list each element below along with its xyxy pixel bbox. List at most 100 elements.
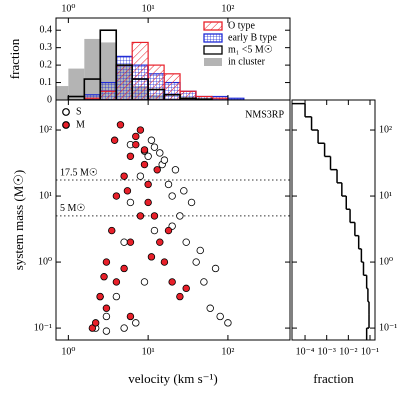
- legend-label: in cluster: [228, 56, 266, 67]
- scatter-point: [126, 238, 135, 246]
- legend-swatch: [203, 45, 223, 55]
- scatter-point: [147, 253, 156, 261]
- scatter-point: [136, 126, 145, 134]
- legend-swatch: [203, 33, 223, 43]
- scatter-point: [176, 212, 184, 220]
- scatter-point: [160, 258, 169, 266]
- scatter-point: [144, 152, 152, 161]
- scatter-point: [206, 304, 214, 312]
- scatter-point: [102, 304, 111, 312]
- x-tick-label: 10²: [221, 346, 234, 357]
- scatter-point: [153, 166, 161, 174]
- x-tick-label: 10⁰: [61, 3, 75, 14]
- scatter-point: [182, 238, 190, 246]
- histogram-bar: [115, 64, 133, 100]
- scatter-point: [168, 278, 176, 286]
- scatter-point: [120, 324, 128, 332]
- x-tick-label: 10¹: [142, 3, 155, 14]
- x-tick-label: 10⁻⁴: [296, 346, 315, 357]
- y-tick-label: 0.3: [40, 42, 53, 53]
- scatter-point: [187, 198, 196, 207]
- scatter-point: [182, 284, 190, 293]
- y-tick-label: 10¹: [39, 190, 52, 201]
- scatter-point: [123, 187, 132, 195]
- histogram-bar: [68, 68, 85, 100]
- x-tick-label: 10⁰: [61, 346, 75, 357]
- scatter-point: [140, 278, 149, 286]
- scatter-point: [110, 136, 119, 144]
- scatter-point: [136, 172, 145, 180]
- scatter-point: [211, 264, 220, 273]
- legend-marker: [62, 121, 70, 129]
- y-tick-label: 0.2: [40, 59, 53, 70]
- scatter-point: [120, 238, 128, 246]
- scatter-point: [126, 152, 135, 161]
- scatter-point: [102, 258, 111, 266]
- scatter-point: [132, 132, 140, 141]
- scatter-point: [144, 198, 152, 207]
- annotation: NMS3RP: [245, 109, 284, 120]
- scatter-point: [136, 212, 145, 220]
- scatter-point: [102, 327, 111, 335]
- scatter-point: [180, 187, 188, 195]
- scatter-point: [140, 160, 149, 169]
- x-tick-label: 10⁻²: [339, 346, 357, 357]
- x-tick-label: 10²: [221, 3, 234, 14]
- scatter-point: [132, 140, 140, 149]
- scatter-point: [224, 319, 232, 327]
- scatter-point: [100, 273, 108, 281]
- x-axis-label: velocity (km s⁻¹): [128, 371, 217, 386]
- y-tick-label: 10⁻¹: [34, 322, 52, 333]
- reference-label: 17.5 M☉: [60, 167, 98, 178]
- histogram-bar: [163, 93, 181, 100]
- scatter-point: [102, 312, 111, 321]
- scatter-point: [164, 226, 173, 235]
- y-tick-label: 10²: [379, 124, 392, 135]
- histogram-bar: [147, 64, 165, 100]
- y-tick-label: 0.4: [40, 25, 53, 36]
- scatter-point: [88, 324, 97, 332]
- scatter-point: [116, 121, 125, 129]
- legend-label: S: [76, 106, 82, 117]
- y-tick-label: 10⁰: [38, 256, 52, 267]
- scatter-point: [108, 226, 116, 235]
- scatter-point: [216, 312, 224, 321]
- scatter-point: [150, 226, 159, 235]
- scatter-point: [126, 198, 135, 207]
- scatter-point: [156, 238, 164, 246]
- legend-label: m₁ <5 M☉: [228, 44, 273, 55]
- x-tick-label: 10⁻¹: [361, 346, 379, 357]
- histogram-bar: [131, 41, 149, 100]
- y-axis-label: fraction: [7, 38, 22, 79]
- histogram-bar: [99, 90, 117, 100]
- x-axis-label: fraction: [313, 371, 354, 386]
- legend-swatch: [204, 58, 222, 66]
- y-tick-label: 0: [47, 94, 52, 105]
- scatter-point: [96, 292, 104, 301]
- y-tick-label: 10¹: [379, 190, 392, 201]
- y-tick-label: 0.1: [40, 77, 53, 88]
- y-tick-label: 10⁻¹: [379, 322, 397, 333]
- scatter-point: [120, 264, 128, 273]
- histogram-bar: [56, 86, 69, 100]
- scatter-point: [140, 146, 149, 154]
- scatter-point: [171, 166, 180, 174]
- scatter-point: [147, 136, 156, 144]
- x-tick-label: 10⁻³: [318, 346, 336, 357]
- legend-label: early B type: [228, 32, 277, 43]
- legend-label: M: [76, 119, 85, 130]
- scatter-point: [112, 192, 121, 200]
- scatter-point: [168, 192, 176, 200]
- scatter-point: [132, 319, 140, 327]
- histogram-bar: [84, 38, 101, 100]
- reference-label: 5 M☉: [60, 203, 85, 214]
- scatter-point: [200, 278, 208, 286]
- scatter-point: [150, 212, 159, 220]
- frame: [291, 99, 376, 341]
- scatter-point: [144, 180, 152, 189]
- y-tick-label: 10⁰: [379, 256, 393, 267]
- scatter-point: [164, 180, 173, 189]
- scatter-point: [120, 172, 128, 180]
- scatter-point: [126, 312, 135, 321]
